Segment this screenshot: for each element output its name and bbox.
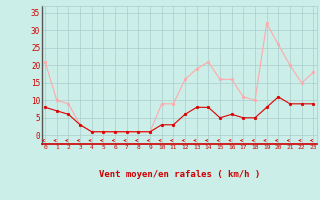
X-axis label: Vent moyen/en rafales ( km/h ): Vent moyen/en rafales ( km/h ) xyxy=(99,170,260,179)
